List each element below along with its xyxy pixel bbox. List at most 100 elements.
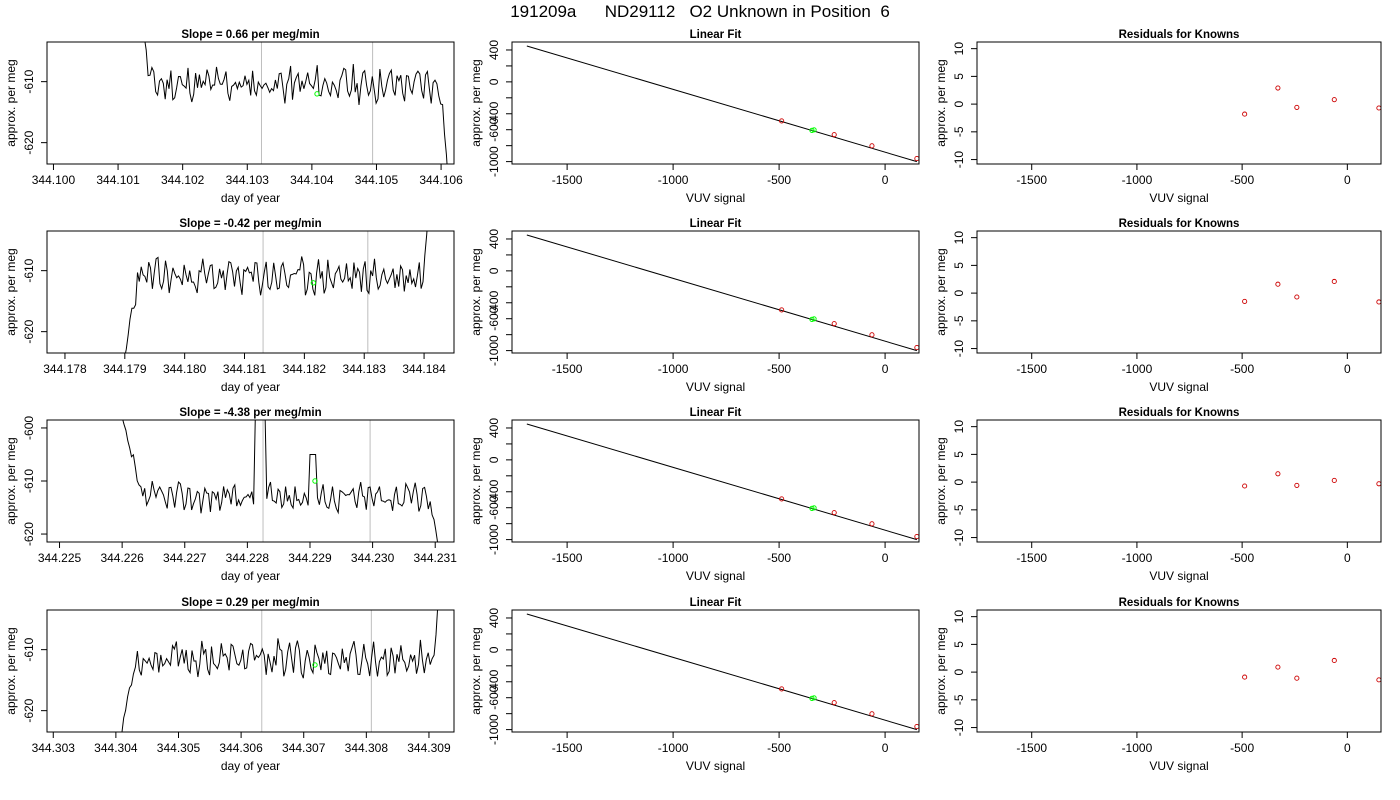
- y-tick-label: -10: [952, 151, 966, 169]
- x-tick-label: 0: [882, 551, 889, 565]
- x-axis-label: VUV signal: [686, 191, 745, 205]
- y-tick-label: -620: [22, 698, 36, 722]
- y-axis-label: approx. per meg: [4, 59, 18, 146]
- unknown-point: [809, 316, 815, 322]
- y-tick-label: -10: [952, 719, 966, 737]
- plot-frame: [511, 230, 920, 354]
- data-point: [1376, 299, 1381, 305]
- unknown-point: [312, 662, 318, 668]
- y-tick-label: 400: [487, 418, 501, 438]
- panel-title: Linear Fit: [690, 29, 742, 41]
- x-tick-label: -1000: [1122, 741, 1153, 755]
- chart-panel-11: Linear Fit -1500 -1000 -500 0 VUV signal -1000…: [469, 597, 920, 773]
- panel-title: Slope = 0.66 per meg/min: [181, 29, 319, 41]
- plot-frame: [46, 609, 455, 733]
- y-tick-label: 0: [487, 646, 501, 653]
- data-point: [914, 156, 919, 162]
- x-tick-label: -500: [767, 362, 791, 376]
- x-axis-label: day of year: [221, 380, 280, 394]
- x-tick-label: 344.307: [282, 741, 326, 755]
- x-tick-label: -1500: [1016, 741, 1047, 755]
- y-tick-label: -600: [487, 495, 501, 519]
- panel-title: Residuals for Knowns: [1119, 407, 1240, 419]
- plot-frame: [46, 41, 455, 165]
- x-tick-label: -1500: [1016, 173, 1047, 187]
- y-tick-label: -610: [22, 469, 36, 493]
- y-tick-label: -610: [22, 258, 36, 282]
- plot-area: [526, 423, 919, 541]
- y-tick-label: 0: [952, 668, 966, 675]
- x-tick-label: -500: [1230, 362, 1254, 376]
- plot-area: [121, 610, 439, 732]
- data-point: [779, 496, 785, 502]
- plot-frame: [511, 41, 920, 165]
- data-point: [1275, 281, 1281, 287]
- unknown-point: [809, 695, 815, 701]
- signal-trace: [125, 231, 428, 353]
- panel-title: Slope = -4.38 per meg/min: [179, 407, 321, 419]
- x-tick-label: -1000: [1122, 551, 1153, 565]
- x-tick-label: 344.226: [100, 551, 144, 565]
- x-tick-label: 344.182: [283, 362, 327, 376]
- plot-area: [526, 234, 919, 352]
- y-tick-label: 5: [952, 641, 966, 648]
- signal-trace: [121, 610, 439, 732]
- y-tick-label: -1000: [487, 146, 501, 177]
- plot-frame: [976, 609, 1382, 733]
- panel-title: Linear Fit: [690, 218, 742, 230]
- x-tick-label: 344.305: [157, 741, 201, 755]
- panel-title: Residuals for Knowns: [1119, 29, 1240, 41]
- data-point: [831, 132, 837, 138]
- y-axis-label: approx. per meg: [934, 59, 948, 146]
- chart-panel-1: Slope = 0.66 per meg/min 344.100 344.101 34…: [4, 29, 463, 205]
- x-tick-label: -1500: [1016, 362, 1047, 376]
- x-tick-label: 344.104: [290, 173, 334, 187]
- x-tick-label: -500: [1230, 741, 1254, 755]
- data-point: [869, 143, 875, 149]
- y-axis-label: approx. per meg: [4, 437, 18, 524]
- unknown-point: [312, 478, 318, 484]
- x-tick-label: 344.183: [343, 362, 387, 376]
- x-axis-label: VUV signal: [686, 569, 745, 583]
- data-point: [779, 307, 785, 313]
- data-point: [1275, 85, 1281, 91]
- plot-area: [144, 42, 448, 164]
- chart-panel-3: Residuals for Knowns -1500 -1000 -500 0 VUV s…: [934, 29, 1382, 205]
- data-point: [1294, 482, 1300, 488]
- x-tick-label: 344.180: [163, 362, 207, 376]
- x-tick-label: 344.308: [345, 741, 389, 755]
- data-point: [1242, 111, 1248, 117]
- x-tick-label: 344.181: [223, 362, 267, 376]
- unknown-point: [809, 127, 815, 133]
- fit-line: [526, 234, 918, 352]
- y-tick-label: -620: [22, 522, 36, 546]
- plot-area: [1242, 657, 1381, 683]
- y-tick-label: -620: [22, 130, 36, 154]
- y-axis-label: approx. per meg: [934, 627, 948, 714]
- y-tick-label: -1000: [487, 524, 501, 555]
- x-tick-label: 344.103: [226, 173, 270, 187]
- data-point: [1331, 657, 1337, 664]
- x-tick-label: 0: [882, 362, 889, 376]
- y-tick-label: 400: [487, 608, 501, 628]
- x-tick-label: 344.225: [38, 551, 82, 565]
- plot-frame: [511, 419, 920, 543]
- y-tick-label: -1000: [487, 335, 501, 366]
- unknown-point: [811, 127, 817, 133]
- x-axis-label: day of year: [221, 569, 280, 583]
- panel-title: Linear Fit: [690, 407, 742, 419]
- plot-frame: [46, 419, 455, 543]
- x-tick-label: 344.227: [163, 551, 207, 565]
- plot-frame: [511, 609, 920, 733]
- x-tick-label: -1500: [552, 362, 583, 376]
- y-axis-label: approx. per meg: [934, 437, 948, 524]
- y-axis-label: approx. per meg: [4, 627, 18, 714]
- x-tick-label: 0: [882, 741, 889, 755]
- y-axis-label: approx. per meg: [469, 627, 483, 714]
- y-tick-label: 10: [952, 420, 966, 434]
- unknown-point: [809, 505, 815, 511]
- fit-line: [526, 423, 918, 541]
- x-tick-label: 344.101: [96, 173, 140, 187]
- y-tick-label: -10: [952, 340, 966, 358]
- y-axis-label: approx. per meg: [469, 248, 483, 335]
